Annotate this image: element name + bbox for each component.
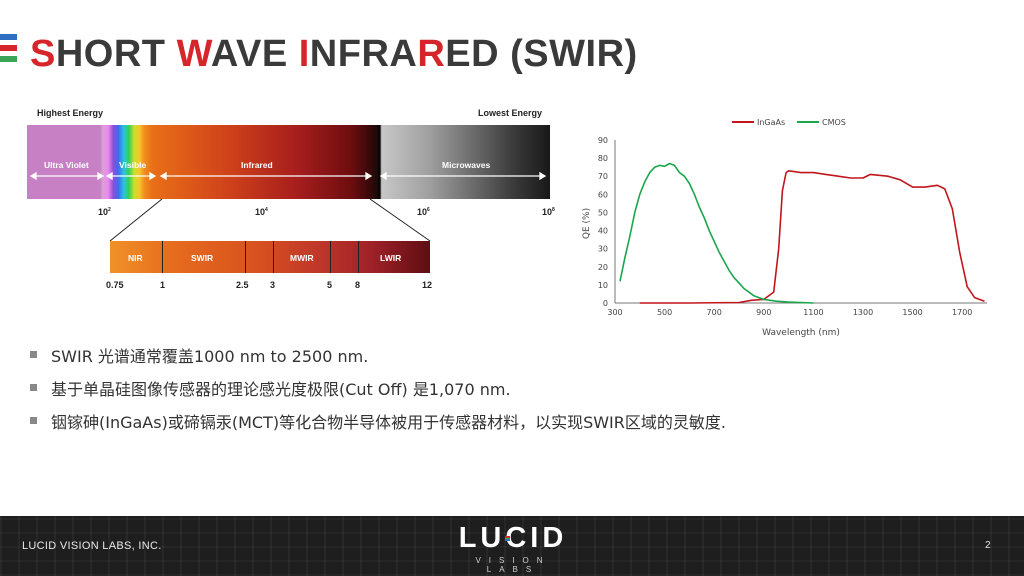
bullet-square-icon: [30, 384, 37, 391]
blue-stripe: [0, 34, 17, 40]
title-segment: NFRA: [309, 33, 418, 75]
y-tick-label: 30: [598, 245, 608, 254]
sub-band-label-nir: NIR: [128, 253, 143, 263]
sub-band-tick: 1: [160, 280, 166, 290]
sub-band-label-swir: SWIR: [191, 253, 214, 263]
series-line-cmos: [619, 162, 814, 304]
title-segment: R: [417, 33, 446, 75]
x-tick-label: 900: [756, 308, 771, 317]
sub-band-tick: 2.5: [236, 280, 249, 290]
y-axis-label: QE (%): [582, 208, 592, 239]
y-tick-label: 70: [598, 172, 608, 181]
sub-band-divider: [273, 241, 274, 273]
green-stripe: [0, 56, 17, 62]
band-divider: [375, 125, 377, 199]
lucid-logo: LUCID: [458, 522, 568, 554]
sub-band-tick: 12: [422, 280, 433, 290]
title-segment: AVE: [210, 33, 299, 75]
x-axis-label: Wavelength (nm): [762, 328, 840, 338]
sub-band-divider: [330, 241, 331, 273]
logo-color-dot-icon: [505, 536, 510, 541]
bullet-text: 铟镓砷(InGaAs)或碲镉汞(MCT)等化合物半导体被用于传感器材料，以实现S…: [51, 412, 726, 432]
band-label-ultraviolet: Ultra Violet: [44, 160, 89, 170]
sub-band-divider: [162, 241, 163, 273]
infrared-sub-band: [110, 241, 430, 273]
bullet-item: 铟镓砷(InGaAs)或碲镉汞(MCT)等化合物半导体被用于传感器材料，以实现S…: [30, 404, 726, 437]
series-line-ingaas: [639, 170, 985, 304]
sub-band-label-lwir: LWIR: [380, 253, 402, 263]
lowest-energy-label: Lowest Energy: [478, 108, 543, 118]
company-name: LUCID VISION LABS, INC.: [22, 540, 162, 552]
band-range-arrows: [29, 171, 547, 181]
sub-band-tick: 8: [355, 280, 361, 290]
sub-band-tick: 3: [270, 280, 276, 290]
bullet-square-icon: [30, 417, 37, 424]
bullet-text: 基于单晶硅图像传感器的理论感光度极限(Cut Off) 是1,070 nm.: [51, 379, 511, 399]
y-tick-label: 90: [598, 136, 608, 145]
bullet-item: SWIR 光谱通常覆盖1000 nm to 2500 nm.: [30, 338, 726, 371]
qe-line-chart: 0 10 20 30 40 50 60 70 80 90 300 500 700 900 1100 1300 1…: [582, 118, 987, 338]
bullet-list: SWIR 光谱通常覆盖1000 nm to 2500 nm. 基于单晶硅图像传感…: [30, 338, 726, 437]
highest-energy-label: Highest Energy: [37, 108, 104, 118]
band-label-visible: Visible: [119, 160, 147, 170]
x-tick-label: 300: [607, 308, 622, 317]
legend-label: InGaAs: [757, 118, 785, 127]
x-tick-label: 1300: [853, 308, 873, 317]
y-tick-label: 60: [598, 190, 608, 199]
x-tick-label: 1500: [902, 308, 922, 317]
x-tick-label: 1100: [803, 308, 823, 317]
spectrum-tick: 104: [255, 207, 268, 217]
sub-band-divider: [358, 241, 359, 273]
page-number: 2: [985, 540, 991, 551]
bullet-item: 基于单晶硅图像传感器的理论感光度极限(Cut Off) 是1,070 nm.: [30, 371, 726, 404]
x-tick-label: 500: [657, 308, 672, 317]
title-segment: W: [176, 33, 211, 75]
title-segment: HORT: [55, 33, 177, 75]
y-tick-label: 10: [598, 281, 608, 290]
spectrum-tick: 106: [417, 207, 430, 217]
slide-title: SHORT WAVE INFRARED (SWIR): [30, 33, 638, 76]
title-segment: I: [298, 33, 310, 75]
legend-label: CMOS: [822, 118, 846, 127]
zoom-lines: [109, 198, 431, 242]
y-tick-label: 0: [603, 299, 608, 308]
sub-band-divider: [245, 241, 246, 273]
y-tick-label: 50: [598, 208, 608, 217]
y-tick-label: 80: [598, 154, 608, 163]
sub-band-label-mwir: MWIR: [290, 253, 314, 263]
title-segment: ED (SWIR): [445, 33, 638, 75]
band-label-infrared: Infrared: [241, 160, 273, 170]
spectrum-tick: 108: [542, 207, 555, 217]
red-stripe: [0, 45, 17, 51]
footer-bar: LUCID VISION LABS, INC. LUCID VISION LAB…: [0, 516, 1024, 576]
lucid-logo-subtitle: VISION LABS: [475, 556, 551, 574]
title-segment: S: [30, 33, 56, 75]
x-tick-label: 1700: [952, 308, 972, 317]
bullet-square-icon: [30, 351, 37, 358]
spectrum-band: [27, 125, 550, 199]
y-tick-label: 20: [598, 263, 608, 272]
sub-band-tick: 5: [327, 280, 333, 290]
bullet-text: SWIR 光谱通常覆盖1000 nm to 2500 nm.: [51, 346, 369, 366]
spectrum-tick: 102: [98, 207, 111, 217]
title-color-stripes: [0, 34, 17, 67]
band-label-microwaves: Microwaves: [442, 160, 491, 170]
y-tick-label: 40: [598, 227, 608, 236]
sub-band-tick: 0.75: [106, 280, 124, 290]
x-tick-label: 700: [707, 308, 722, 317]
